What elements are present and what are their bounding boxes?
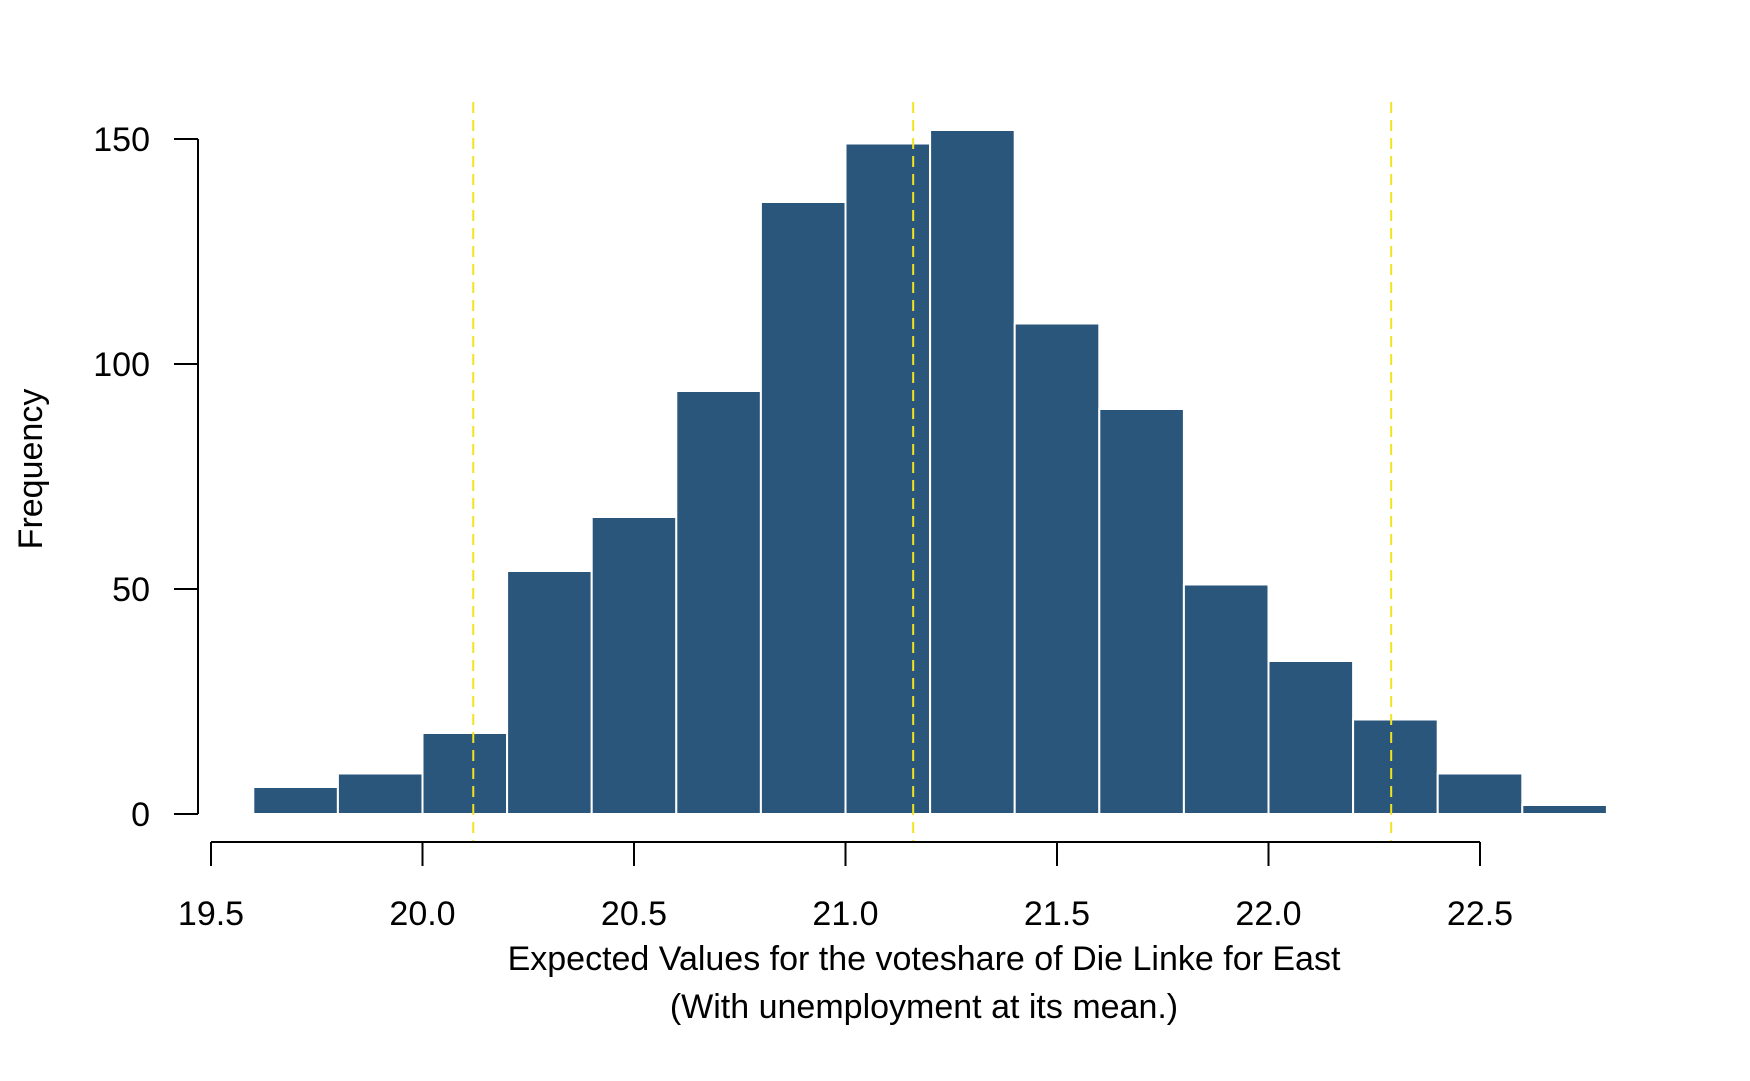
reference-lines-layer [472, 102, 1393, 842]
histogram-bar [1098, 408, 1185, 815]
histogram-bar [759, 201, 847, 815]
x-tick-label: 19.5 [178, 895, 244, 933]
histogram-bar [421, 732, 509, 815]
histogram-bar [1436, 772, 1524, 815]
y-tick-label: 150 [93, 121, 150, 159]
x-axis-subtitle: (With unemployment at its mean.) [670, 988, 1178, 1026]
x-tick-label: 22.0 [1235, 895, 1301, 933]
histogram-bar [1182, 583, 1270, 815]
x-axis-title: Expected Values for the voteshare of Die… [508, 940, 1341, 978]
histogram-bar [929, 129, 1016, 815]
histogram-bar [675, 390, 762, 815]
histogram-bar [1352, 718, 1439, 815]
y-axis-title: Frequency [12, 389, 50, 550]
histogram-bar [1013, 322, 1101, 815]
bars-layer [252, 129, 1608, 815]
histogram-bar [844, 142, 932, 815]
x-tick-label: 20.0 [389, 895, 455, 933]
x-axis-ticks: 19.5 20.0 20.5 21.0 21.5 22.0 22.5 [178, 842, 1513, 933]
y-axis-ticks: 0 50 100 150 [93, 121, 198, 834]
histogram-bar [1267, 660, 1355, 815]
histogram-bar [506, 570, 593, 815]
y-tick-label: 50 [112, 571, 150, 609]
histogram-bar [590, 516, 678, 815]
y-tick-label: 100 [93, 346, 150, 384]
histogram-bar [1521, 804, 1608, 815]
y-tick-label: 0 [131, 796, 150, 834]
x-tick-label: 21.5 [1024, 895, 1090, 933]
histogram-bar [336, 772, 424, 815]
x-tick-label: 22.5 [1447, 895, 1513, 933]
x-tick-label: 21.0 [812, 895, 878, 933]
x-tick-label: 20.5 [601, 895, 667, 933]
histogram-bar [252, 786, 339, 815]
